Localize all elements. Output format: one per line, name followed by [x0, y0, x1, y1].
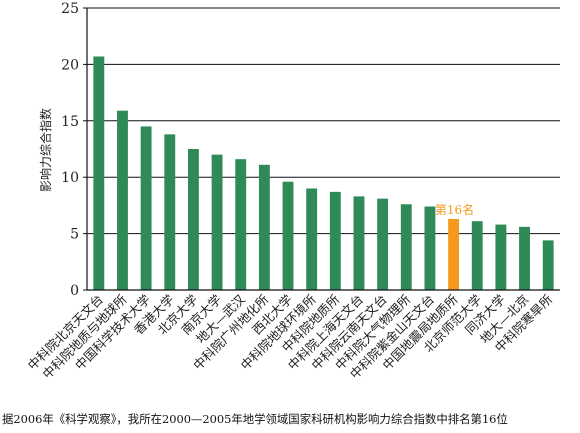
y-tick-label: 10 — [61, 170, 79, 186]
bar — [424, 206, 436, 290]
y-tick-label: 20 — [61, 57, 79, 73]
bar — [329, 191, 341, 290]
bar — [495, 224, 507, 290]
bar — [471, 221, 483, 290]
y-tick-label: 0 — [70, 283, 79, 299]
bar — [400, 204, 412, 290]
bar — [353, 196, 365, 290]
bar — [140, 126, 152, 290]
y-tick-label: 15 — [61, 114, 79, 130]
figure-caption: 据2006年《科学观察》，我所在2000—2005年地学领域国家科研机构影响力综… — [2, 412, 508, 426]
bar-chart: 0 5 10 15 20 25 中科院北京天文台中科院地质与地球所中国科学技术大学香港大学… — [25, 1, 560, 382]
bar — [187, 149, 199, 290]
bar — [117, 110, 128, 290]
y-axis-label: 影响力综合指数 — [38, 108, 53, 192]
highlighted-bar — [448, 218, 460, 290]
y-tick-labels: 0 5 10 15 20 25 — [61, 1, 87, 299]
bar — [377, 198, 389, 290]
bar — [282, 181, 294, 290]
bar — [235, 159, 247, 290]
x-tick-labels: 中科院北京天文台中科院地质与地球所中国科学技术大学香港大学北京大学南京大学地大—… — [25, 291, 556, 382]
highlight-annotation: 第16名 — [435, 202, 474, 217]
bar — [164, 134, 176, 290]
bar — [306, 188, 318, 290]
bar — [542, 240, 554, 290]
axes — [86, 8, 560, 291]
y-tick-label: 25 — [61, 1, 79, 17]
gridlines — [87, 7, 560, 235]
bar — [258, 164, 270, 290]
bar — [211, 154, 223, 290]
bars — [93, 56, 554, 291]
bar — [519, 226, 530, 290]
bar — [93, 56, 105, 291]
y-tick-label: 5 — [70, 227, 79, 243]
